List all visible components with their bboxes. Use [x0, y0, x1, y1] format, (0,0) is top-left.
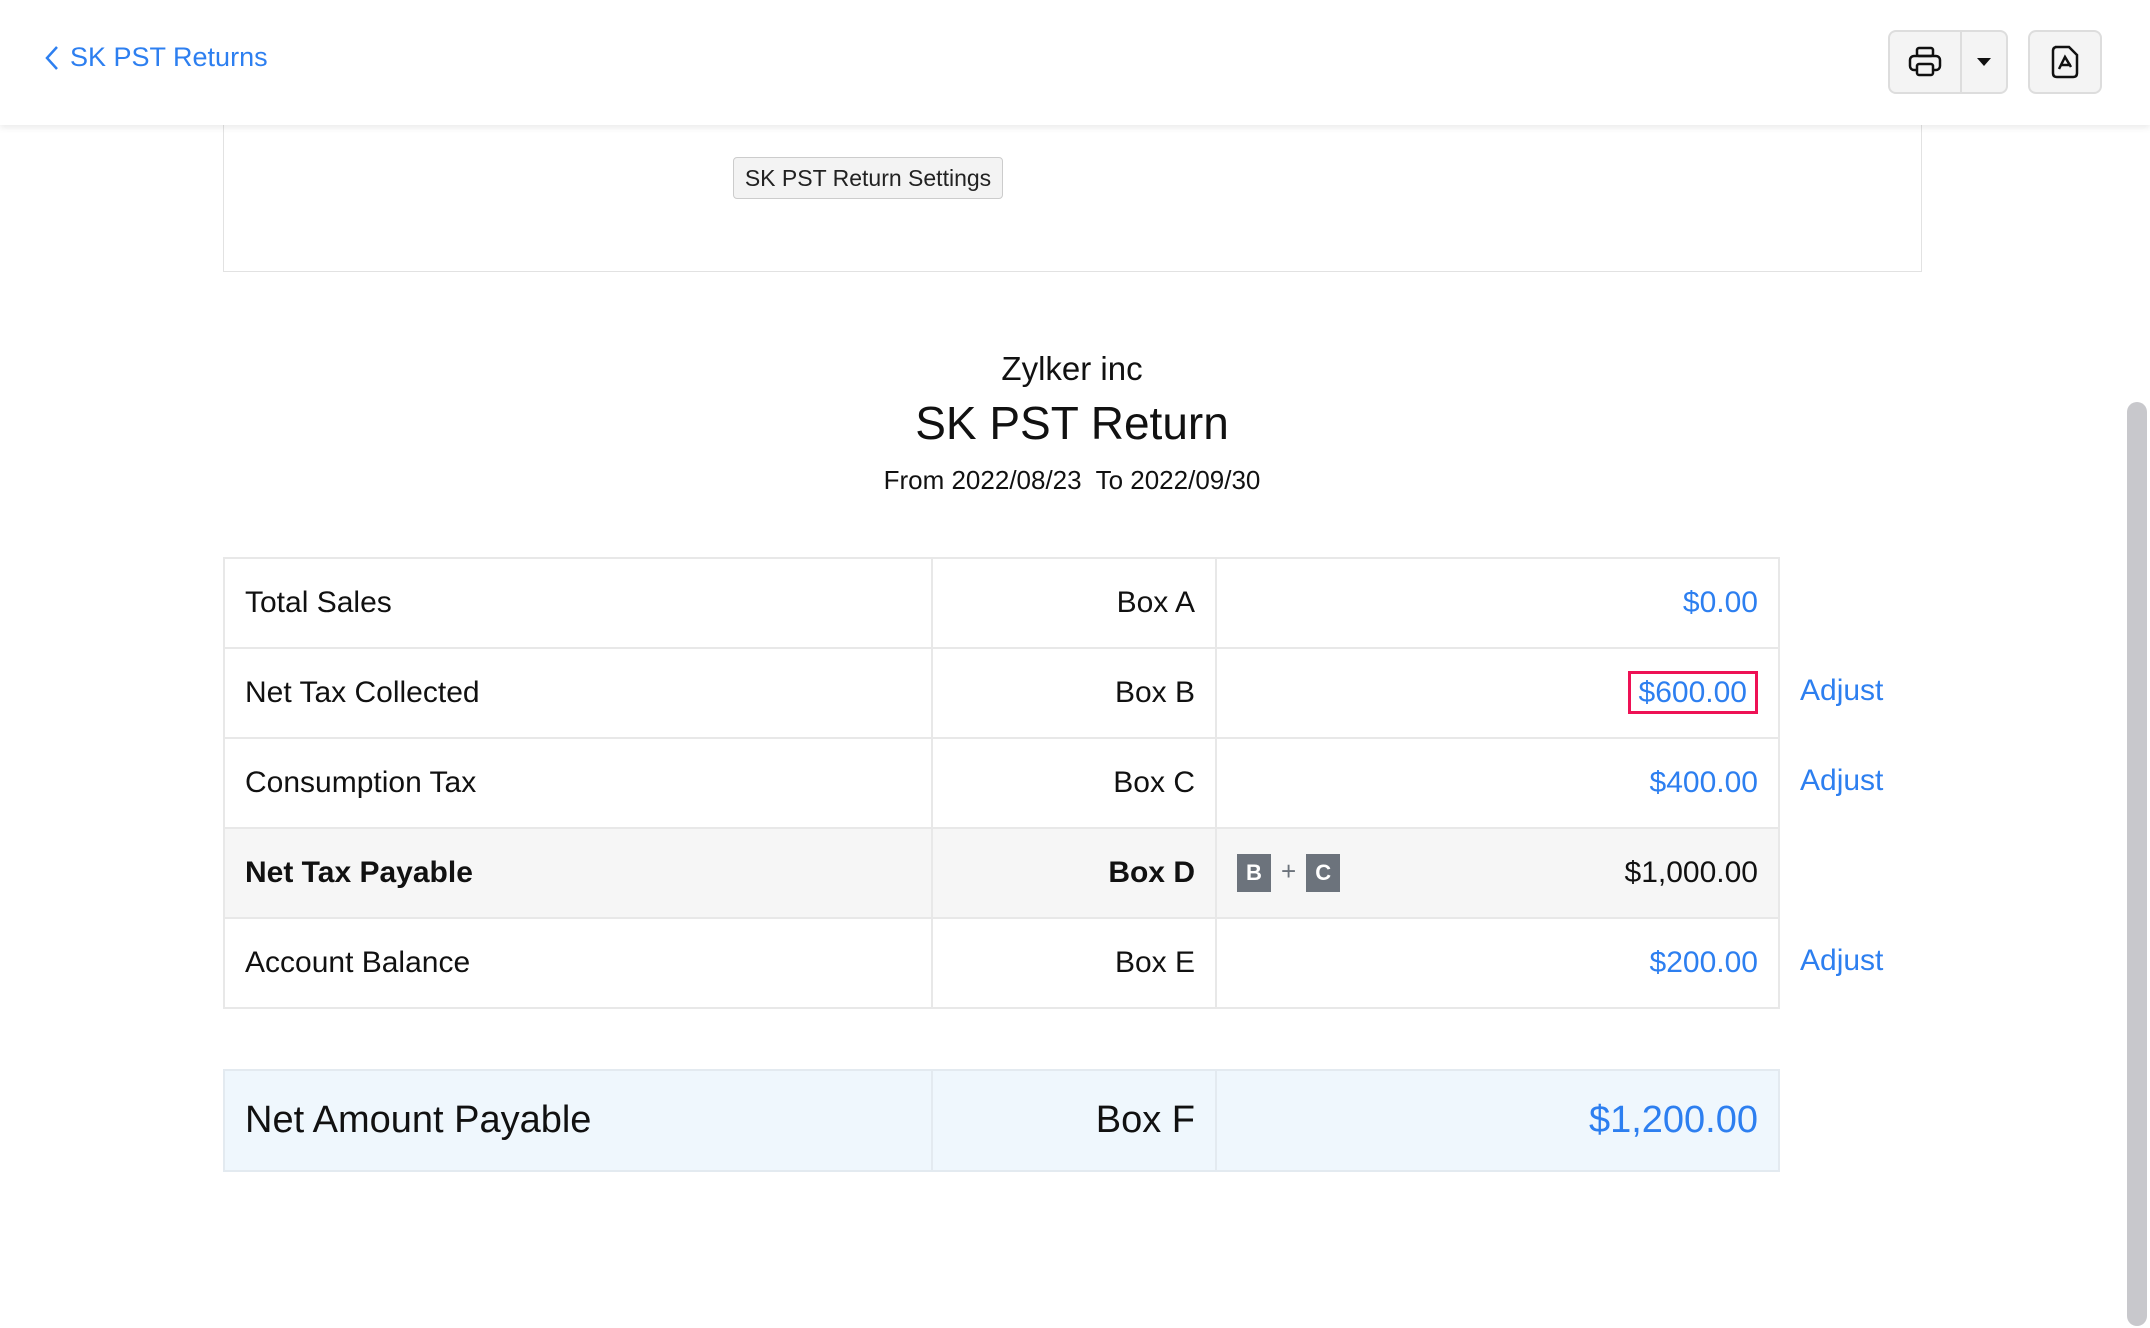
amount-link[interactable]: $200.00	[1649, 946, 1758, 979]
print-button[interactable]	[1890, 32, 1962, 92]
row-box: Box C	[931, 737, 1217, 829]
box-b-badge: B	[1237, 854, 1271, 892]
pdf-icon	[2051, 45, 2079, 79]
amount-link[interactable]: $400.00	[1649, 766, 1758, 799]
net-row: Net Amount Payable Box F $1,200.00	[223, 1069, 1780, 1172]
header: SK PST Returns	[0, 0, 2150, 125]
adjust-box-c-link[interactable]: Adjust	[1800, 764, 1884, 797]
row-label: Net Tax Collected	[223, 647, 933, 739]
printer-icon	[1908, 46, 1942, 77]
settings-panel	[223, 120, 1922, 272]
net-label: Net Amount Payable	[223, 1069, 933, 1172]
table-row: Net Tax Payable Box D B + C $1,000.00	[223, 827, 1780, 919]
row-box: Box E	[931, 917, 1217, 1009]
table-row: Total Sales Box A $0.00	[223, 557, 1780, 649]
row-amount: $1,000.00	[1624, 856, 1758, 889]
table-row: Net Tax Collected Box B $600.00	[223, 647, 1780, 739]
amount-link[interactable]: $0.00	[1682, 586, 1758, 619]
row-label: Consumption Tax	[223, 737, 933, 829]
pdf-button[interactable]	[2028, 30, 2102, 94]
report-title: SK PST Return	[915, 397, 1229, 449]
row-box: Box D	[931, 827, 1217, 919]
report-period: From 2022/08/23 To 2022/09/30	[883, 465, 1261, 495]
print-dropdown-button[interactable]	[1962, 32, 2006, 92]
back-link[interactable]: SK PST Returns	[44, 42, 268, 73]
box-c-badge: C	[1306, 854, 1341, 892]
print-button-group	[1888, 30, 2008, 94]
row-label: Account Balance	[223, 917, 933, 1009]
net-box: Box F	[931, 1069, 1217, 1172]
table-row: Consumption Tax Box C $400.00	[223, 737, 1780, 829]
plus-sign: +	[1281, 856, 1297, 886]
scrollbar[interactable]	[2127, 402, 2147, 1326]
row-label: Net Tax Payable	[223, 827, 933, 919]
net-amount: $1,200.00	[1588, 1099, 1758, 1141]
return-table: Total Sales Box A $0.00 Net Tax Collected B…	[223, 557, 1780, 1009]
net-amount-table: Net Amount Payable Box F $1,200.00	[223, 1069, 1780, 1172]
adjust-box-e-link[interactable]: Adjust	[1800, 944, 1884, 977]
caret-down-icon	[1977, 58, 1991, 66]
return-settings-button[interactable]: SK PST Return Settings	[733, 157, 1003, 199]
row-box: Box B	[931, 647, 1217, 739]
row-label: Total Sales	[223, 557, 933, 649]
amount-link[interactable]: $600.00	[1627, 671, 1758, 714]
company-name: Zylker inc	[1001, 350, 1143, 387]
row-box: Box A	[931, 557, 1217, 649]
adjust-box-b-link[interactable]: Adjust	[1800, 674, 1884, 707]
chevron-left-icon	[45, 45, 58, 70]
back-link-label: SK PST Returns	[70, 42, 268, 72]
table-row: Account Balance Box E $200.00	[223, 917, 1780, 1009]
formula: B + C	[1237, 854, 1341, 892]
